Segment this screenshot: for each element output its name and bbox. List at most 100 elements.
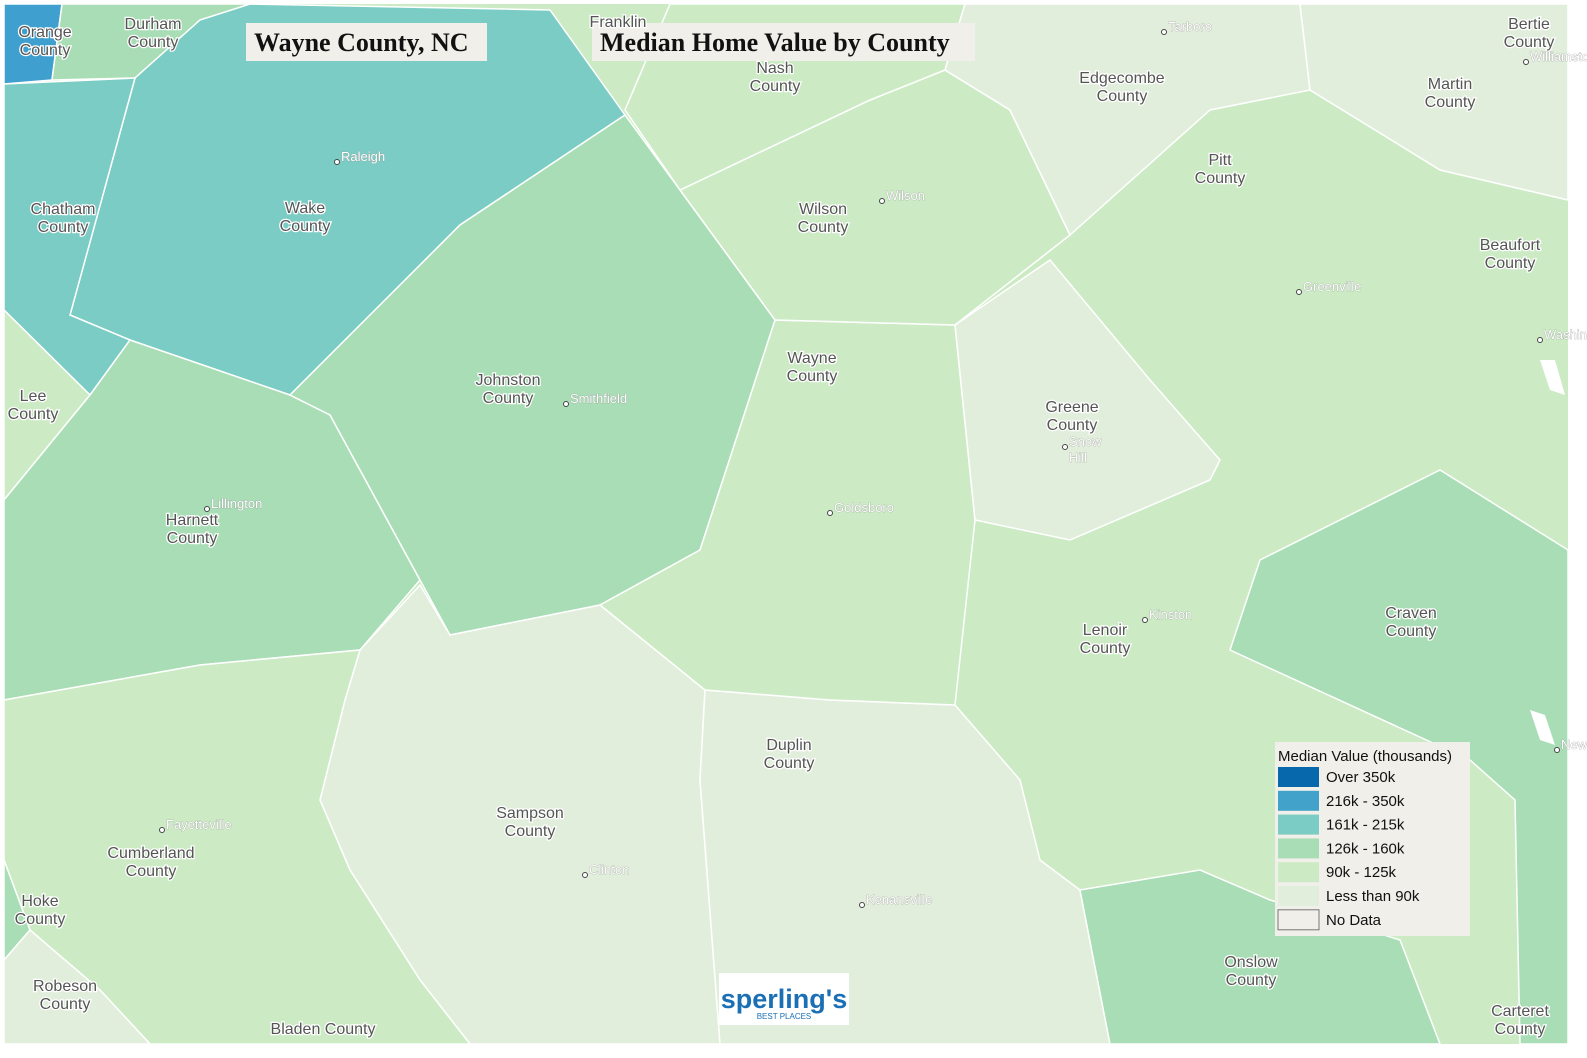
city-marker xyxy=(1296,289,1302,295)
county-label: Nash County xyxy=(750,60,801,95)
county-label: Durham County xyxy=(125,16,182,51)
county-label-line: County xyxy=(787,368,838,385)
city-label: New Bern xyxy=(1561,737,1587,752)
county-label-line: Bertie xyxy=(1508,16,1550,33)
county-label-line: County xyxy=(483,390,534,407)
city-label-line: Lillington xyxy=(211,496,262,511)
city-marker xyxy=(159,827,165,833)
county-label: Martin County xyxy=(1425,76,1476,111)
county-label-line: County xyxy=(750,78,801,95)
city-label-line: Clinton xyxy=(589,862,629,877)
legend-swatch xyxy=(1278,838,1319,859)
county-shape xyxy=(3,928,152,1045)
county-label-line: Martin xyxy=(1428,76,1472,93)
city-label: Snow Hill xyxy=(1069,434,1102,465)
city-label-line: Raleigh xyxy=(341,149,385,164)
city-label: Fayetteville xyxy=(166,817,232,832)
county-label: Bladen County xyxy=(271,1021,376,1038)
county-label-line: County xyxy=(1504,34,1555,51)
county-label: Greene County xyxy=(1045,399,1098,434)
county-label: Craven County xyxy=(1385,605,1437,640)
city-label: Lillington xyxy=(211,496,262,511)
city-marker xyxy=(879,198,885,204)
county-label-line: Bladen County xyxy=(271,1021,376,1038)
city-marker xyxy=(563,401,569,407)
city-label-line: Fayetteville xyxy=(166,817,232,832)
logo-tagline: BEST PLACES xyxy=(757,1012,812,1021)
water xyxy=(1540,360,1565,395)
county-label-line: Chatham xyxy=(31,201,96,218)
city-marker xyxy=(1537,337,1543,343)
city-label-line: Hill xyxy=(1069,450,1087,465)
city-marker xyxy=(827,510,833,516)
city-marker xyxy=(1523,59,1529,65)
city-marker xyxy=(859,902,865,908)
subtitle-box xyxy=(592,23,975,61)
legend-swatch xyxy=(1278,767,1319,787)
city-label: Goldsboro xyxy=(834,500,894,515)
city-marker xyxy=(582,872,588,878)
county-label: Cumberland County xyxy=(107,845,194,880)
city-marker xyxy=(1062,444,1068,450)
city-label-line: Williamston xyxy=(1530,49,1587,64)
county-label-line: Beaufort xyxy=(1480,237,1541,254)
county-label-line: Orange xyxy=(18,24,71,41)
county-label-line: Edgecombe xyxy=(1079,70,1164,87)
county-label-line: County xyxy=(280,218,331,235)
county-label-line: County xyxy=(1485,255,1536,272)
county-shape xyxy=(954,258,1221,541)
county-label: Hoke County xyxy=(15,893,66,928)
county-label: Beaufort County xyxy=(1480,237,1541,272)
county-label-line: County xyxy=(1386,623,1437,640)
city-label: Raleigh xyxy=(341,149,385,164)
city-label-line: Kinston xyxy=(1149,607,1192,622)
city-label-line: New Bern xyxy=(1561,737,1587,752)
county-label-line: County xyxy=(1195,170,1246,187)
county-label-line: Wilson xyxy=(799,201,847,218)
legend-swatch xyxy=(1278,814,1319,835)
county-label: Sampson County xyxy=(496,805,564,840)
county-label-line: Wayne xyxy=(787,350,836,367)
county-label-line: Greene xyxy=(1045,399,1098,416)
legend-label: 161k - 215k xyxy=(1326,817,1405,834)
city-label-line: Goldsboro xyxy=(834,500,894,515)
city-label: Wilson xyxy=(886,188,925,203)
city-marker xyxy=(204,506,210,512)
legend-label: Over 350k xyxy=(1326,769,1396,786)
county-label: Wayne County xyxy=(787,350,838,385)
legend: Median Value (thousands) Over 350k 216k -… xyxy=(1275,742,1470,936)
city-label: Greenville xyxy=(1303,279,1362,294)
county-label: Duplin County xyxy=(764,737,815,772)
city-label: Smithfield xyxy=(570,391,627,406)
counties xyxy=(3,3,1569,1045)
county-label-line: County xyxy=(8,406,59,423)
county-label-line: County xyxy=(20,42,71,59)
logo-box xyxy=(719,973,849,1025)
county-label-line: County xyxy=(1080,640,1131,657)
county-label-line: County xyxy=(128,34,179,51)
county-label: Bertie County xyxy=(1504,16,1555,51)
county-label: Robeson County xyxy=(33,978,97,1013)
county-label: Harnett County xyxy=(166,512,219,547)
city-labels: Tarboro Williamston Raleigh Wilson Greenvill… xyxy=(159,19,1587,908)
county-label-line: County xyxy=(126,863,177,880)
county-label-line: Robeson xyxy=(33,978,97,995)
county-label-line: Durham xyxy=(125,16,182,33)
county-label-line: County xyxy=(1495,1021,1546,1038)
county-label-line: Cumberland xyxy=(107,845,194,862)
county-label: Wake County xyxy=(280,200,331,235)
county-label-line: Pitt xyxy=(1208,152,1232,169)
city-label-line: Washington xyxy=(1544,327,1587,342)
city-label-line: Greenville xyxy=(1303,279,1362,294)
county-label: Wilson County xyxy=(798,201,849,236)
county-label-line: County xyxy=(1226,972,1277,989)
map-subtitle: Median Home Value by County xyxy=(600,28,950,57)
county-label: Lenoir County xyxy=(1080,622,1131,657)
county-label-line: County xyxy=(798,219,849,236)
county-label-line: County xyxy=(38,219,89,236)
county-label-line: Onslow xyxy=(1224,954,1278,971)
legend-title: Median Value (thousands) xyxy=(1278,748,1452,765)
city-label-line: Snow xyxy=(1069,434,1102,449)
county-label-line: Duplin xyxy=(766,737,811,754)
